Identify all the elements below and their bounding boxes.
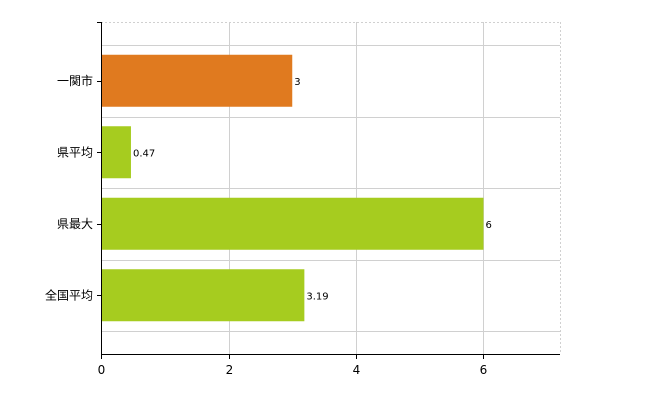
axes xyxy=(97,22,560,359)
bar xyxy=(101,126,131,179)
grid-lines xyxy=(101,22,561,354)
bar xyxy=(101,269,305,322)
category-label: 県平均 xyxy=(57,145,93,159)
data-label: 6 xyxy=(486,220,492,231)
bar xyxy=(101,197,484,250)
data-label: 3 xyxy=(294,77,300,88)
bar xyxy=(101,54,293,107)
x-tick-label: 0 xyxy=(98,363,106,377)
x-tick-label: 2 xyxy=(226,363,234,377)
data-label: 0.47 xyxy=(133,148,155,159)
labels: 一関市 3 県平均 0.47 県最大 6 全国平均 3.19 0 2 4 6 xyxy=(45,73,492,377)
category-label: 一関市 xyxy=(57,73,93,88)
category-label: 県最大 xyxy=(57,217,93,231)
category-label: 全国平均 xyxy=(45,287,93,302)
data-label: 3.19 xyxy=(306,291,328,302)
x-tick-label: 6 xyxy=(480,363,488,377)
bars xyxy=(101,54,484,322)
x-tick-label: 4 xyxy=(353,363,361,377)
